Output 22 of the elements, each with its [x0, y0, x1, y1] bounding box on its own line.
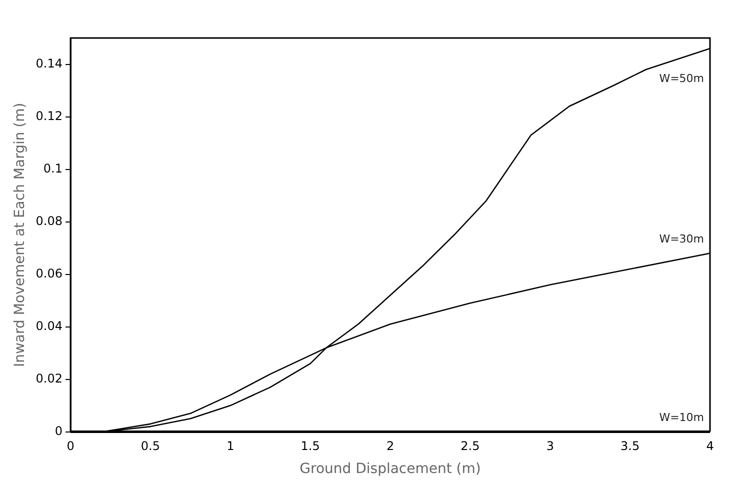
- x-axis-title: Ground Displacement (m): [300, 461, 481, 478]
- y-tick-label: 0.04: [36, 318, 63, 333]
- x-tick-label: 1.5: [300, 439, 320, 454]
- x-tick-label: 3.5: [620, 439, 640, 454]
- y-tick-label: 0.1: [43, 161, 63, 176]
- y-axis-title: Inward Movement at Each Margin (m): [12, 102, 28, 368]
- x-tick-label: 2: [386, 439, 394, 454]
- x-tick-label: 2.5: [460, 439, 480, 454]
- series-label: W=30m: [659, 232, 704, 246]
- series-label: W=10m: [659, 411, 704, 424]
- x-tick-label: 0.5: [140, 439, 160, 454]
- x-tick-label: 3: [546, 439, 554, 454]
- y-tick-label: 0.14: [36, 56, 63, 70]
- x-tick-label: 4: [706, 439, 714, 454]
- x-tick-label: 1: [226, 439, 234, 454]
- y-tick-label: 0.06: [36, 266, 63, 280]
- y-tick-label: 0.12: [36, 108, 63, 123]
- y-tick-label: 0: [54, 424, 63, 438]
- y-tick-label: 0.02: [36, 371, 63, 386]
- series-label: W=50m: [659, 72, 704, 85]
- y-tick-label: 0.08: [36, 214, 63, 228]
- x-tick-label: 0: [66, 439, 74, 454]
